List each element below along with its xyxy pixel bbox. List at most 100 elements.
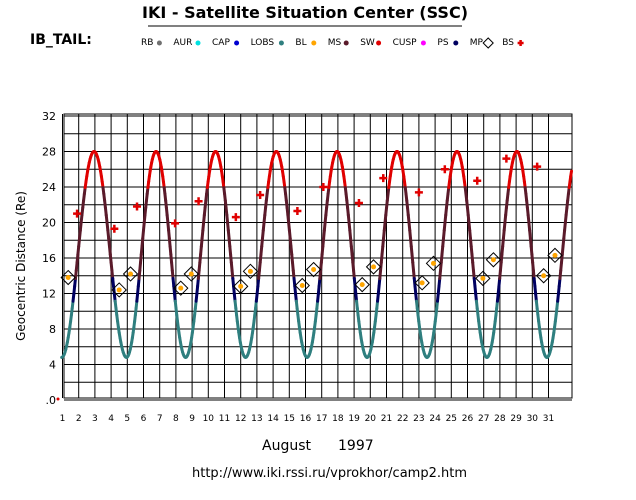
footer-month: August xyxy=(262,438,312,454)
x-tick-label: 5 xyxy=(124,414,130,424)
legend-label: AUR xyxy=(173,38,192,48)
plot-grid xyxy=(62,114,572,401)
x-tick-label: 19 xyxy=(348,414,360,424)
x-tick-label: 24 xyxy=(429,414,441,424)
bl-dot xyxy=(371,264,377,270)
bl-dot xyxy=(419,280,425,286)
legend-label: BL xyxy=(295,38,306,48)
bl-dot xyxy=(188,271,194,277)
bl-dot xyxy=(552,252,558,258)
legend: RB AUR CAP LOBS BL MS SW CUSP PS MP BS xyxy=(141,37,524,49)
bl-dot xyxy=(311,267,317,273)
bl-dot xyxy=(480,275,486,281)
x-tick-label: 20 xyxy=(365,414,377,424)
mp-marker xyxy=(475,270,491,287)
bl-dot xyxy=(490,257,496,263)
legend-marker xyxy=(234,40,240,46)
bl-dot xyxy=(541,273,547,279)
bl-dot xyxy=(65,275,71,281)
bl-dot xyxy=(128,271,134,277)
orbit-segment xyxy=(569,169,574,178)
bs-marker xyxy=(354,198,363,207)
mp-marker xyxy=(294,277,310,294)
x-tick-label: 27 xyxy=(478,414,489,424)
x-tick-label: 22 xyxy=(397,414,408,424)
legend-label: SW xyxy=(360,38,375,48)
bs-marker xyxy=(194,197,203,206)
panel-label: IB_TAIL: xyxy=(30,32,92,48)
page-title: IKI - Satellite Situation Center (SSC) xyxy=(142,3,468,22)
legend-item-ps: PS xyxy=(437,38,459,48)
legend-item-mp: MP xyxy=(470,37,494,49)
legend-marker xyxy=(156,40,162,46)
mp-marker xyxy=(232,278,249,295)
legend-item-cusp: CUSP xyxy=(393,38,426,48)
legend-label: CAP xyxy=(212,38,230,48)
x-tick-label: 13 xyxy=(251,414,262,424)
x-axis-ticks: 1 2 3 4 5 6 7 8 9 10 11 12 13 14 15 16 17 18 19 20 21 22 23 24 2… xyxy=(60,414,555,424)
orbit-2 xyxy=(124,150,188,359)
bs-marker xyxy=(133,202,142,211)
y-axis-label: Geocentric Distance (Re) xyxy=(14,191,28,341)
mp-marker xyxy=(365,259,382,275)
legend-marker xyxy=(453,40,459,46)
orbit-9 xyxy=(545,169,574,359)
x-tick-label: 31 xyxy=(543,414,554,424)
bs-marker xyxy=(319,183,328,191)
y-tick-label: 8 xyxy=(49,323,56,336)
y-tick-label: 24 xyxy=(42,181,56,194)
legend-marker xyxy=(376,40,382,46)
bs-marker xyxy=(473,176,482,185)
bs-marker xyxy=(533,162,542,171)
x-tick-label: 26 xyxy=(462,414,474,424)
legend-item-cap: CAP xyxy=(212,38,240,48)
legend-label: PS xyxy=(437,38,448,48)
x-tick-label: 2 xyxy=(76,414,82,424)
x-tick-label: 18 xyxy=(332,414,344,424)
orbit-3 xyxy=(184,150,248,359)
origin-dot xyxy=(56,397,60,401)
bs-marker xyxy=(231,213,240,222)
legend-item-rb: RB xyxy=(141,38,162,48)
mp-crossings xyxy=(60,247,563,298)
y-tick-label: 12 xyxy=(42,288,56,301)
orbit-1 xyxy=(60,150,128,359)
mp-marker xyxy=(173,280,189,296)
x-tick-label: 25 xyxy=(446,414,457,424)
mp-marker xyxy=(111,282,127,298)
bs-marker xyxy=(256,190,265,199)
bs-marker xyxy=(293,206,302,215)
y-tick-label: 28 xyxy=(42,146,56,159)
legend-marker xyxy=(420,40,426,46)
legend-marker xyxy=(517,40,524,46)
bs-marker xyxy=(502,154,511,163)
x-tick-label: 23 xyxy=(413,414,424,424)
plot-frame xyxy=(63,113,573,399)
orbit-8 xyxy=(485,150,549,359)
legend-marker xyxy=(195,40,201,46)
legend-marker xyxy=(311,40,317,46)
legend-item-lobs: LOBS xyxy=(251,38,284,48)
bl-dot xyxy=(430,260,436,266)
bl-dot xyxy=(247,268,253,274)
legend-label: LOBS xyxy=(251,38,275,48)
bl-dot xyxy=(299,283,305,289)
legend-label: RB xyxy=(141,38,153,48)
mp-marker xyxy=(305,261,322,278)
bs-marker xyxy=(414,188,423,197)
mp-marker xyxy=(60,269,76,286)
legend-label: MS xyxy=(328,38,342,48)
y-tick-label: .0 xyxy=(46,394,57,407)
x-tick-label: 28 xyxy=(494,414,506,424)
mp-marker xyxy=(535,268,552,284)
mp-marker xyxy=(354,276,370,293)
x-tick-label: 9 xyxy=(189,414,195,424)
legend-label: CUSP xyxy=(393,38,418,48)
mp-marker xyxy=(122,266,139,282)
mp-marker xyxy=(547,247,563,264)
bs-marker xyxy=(110,224,119,233)
x-tick-label: 7 xyxy=(157,414,163,424)
legend-marker xyxy=(343,40,349,46)
y-tick-label: 20 xyxy=(42,217,56,230)
x-tick-label: 10 xyxy=(203,414,215,424)
